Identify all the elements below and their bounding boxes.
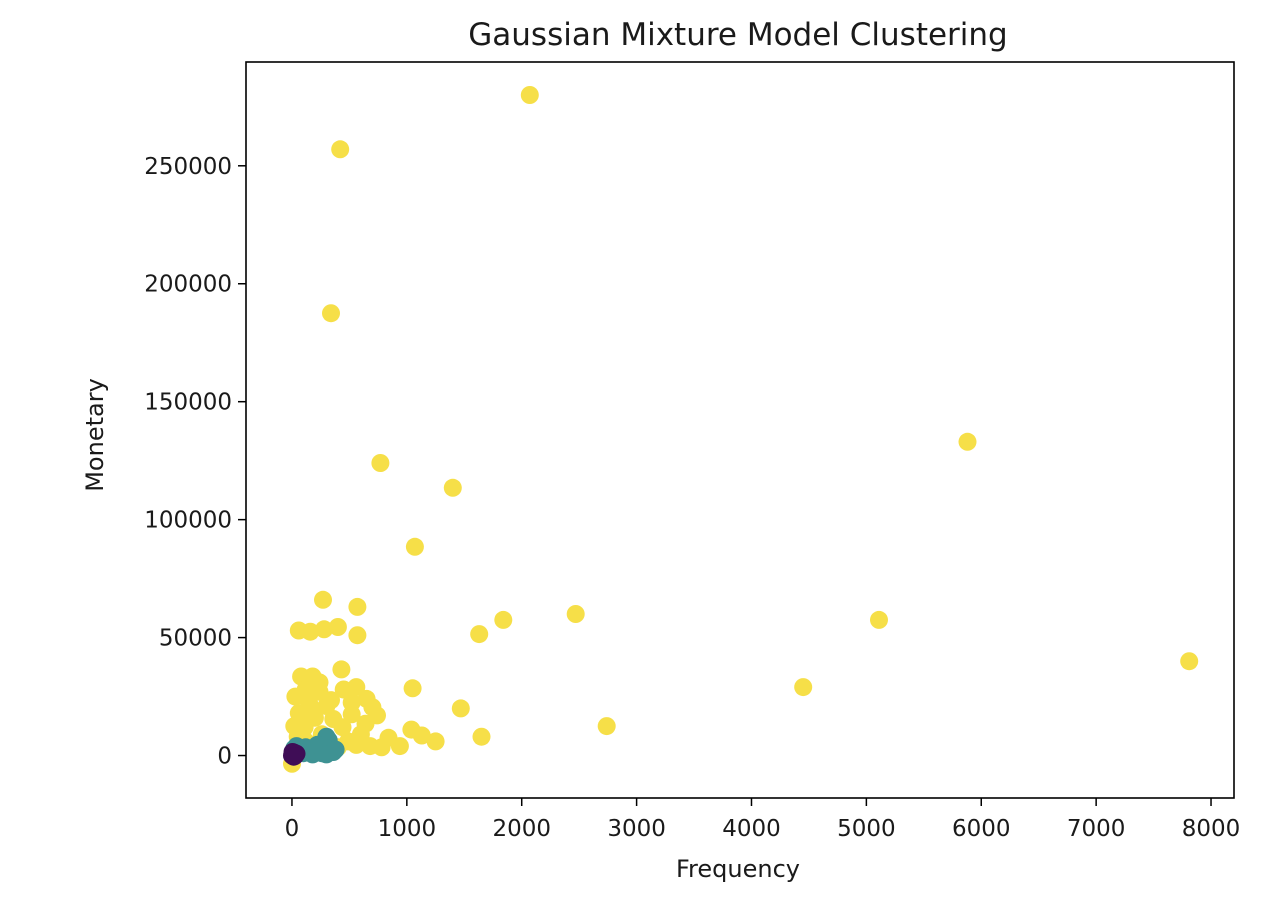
data-point — [472, 727, 491, 746]
y-axis-ticks: 0 50000 100000 150000 200000 250000 — [144, 154, 246, 770]
data-point — [317, 745, 336, 764]
x-tick-label: 5000 — [837, 816, 896, 842]
y-tick-label: 0 — [217, 744, 232, 770]
data-point — [597, 717, 616, 736]
y-axis-label: Monetary — [81, 378, 109, 492]
data-point — [426, 732, 445, 751]
data-point — [566, 605, 585, 623]
data-point — [301, 622, 320, 641]
data-point — [451, 699, 470, 718]
data-point — [310, 673, 329, 692]
x-tick-label: 8000 — [1182, 816, 1241, 842]
data-point — [794, 678, 813, 697]
data-point — [322, 304, 340, 323]
data-point — [870, 610, 888, 629]
x-tick-label: 0 — [285, 816, 300, 842]
data-point — [285, 747, 304, 765]
data-point — [328, 618, 347, 636]
data-point — [286, 687, 305, 706]
data-point — [334, 680, 353, 699]
y-tick-label: 200000 — [144, 272, 232, 298]
data-point — [1180, 652, 1199, 671]
data-point — [494, 610, 513, 629]
x-axis-label: Frequency — [676, 855, 800, 883]
x-axis-ticks: 0 1000 2000 3000 4000 5000 6000 7000 8000 — [285, 798, 1241, 842]
data-point — [332, 660, 351, 679]
data-point — [285, 717, 304, 736]
data-point — [405, 537, 424, 556]
data-point — [443, 478, 462, 497]
y-tick-label: 250000 — [144, 154, 232, 180]
x-tick-label: 4000 — [722, 816, 781, 842]
data-point — [348, 597, 367, 616]
y-tick-label: 100000 — [144, 508, 232, 534]
data-point — [348, 626, 367, 645]
data-point — [315, 620, 334, 639]
data-point — [357, 689, 376, 708]
data-point — [371, 454, 390, 472]
y-tick-label: 50000 — [159, 626, 232, 652]
x-tick-label: 6000 — [952, 816, 1011, 842]
data-point — [301, 698, 320, 717]
data-point — [372, 738, 391, 757]
data-point — [314, 590, 332, 609]
x-tick-label: 7000 — [1067, 816, 1126, 842]
data-point — [402, 720, 421, 739]
data-point — [322, 691, 340, 710]
plot-area-frame — [245, 61, 1235, 799]
y-tick-label: 150000 — [144, 390, 232, 416]
data-point — [342, 693, 361, 712]
chart-title: Gaussian Mixture Model Clustering — [468, 17, 1007, 53]
data-point — [520, 86, 539, 104]
points-layer — [283, 86, 1199, 773]
data-point — [403, 679, 422, 698]
data-point — [958, 432, 977, 451]
x-tick-label: 1000 — [378, 816, 437, 842]
x-tick-label: 3000 — [607, 816, 666, 842]
data-point — [331, 140, 350, 159]
data-point — [470, 625, 489, 644]
x-tick-label: 2000 — [492, 816, 551, 842]
data-point — [347, 735, 366, 754]
